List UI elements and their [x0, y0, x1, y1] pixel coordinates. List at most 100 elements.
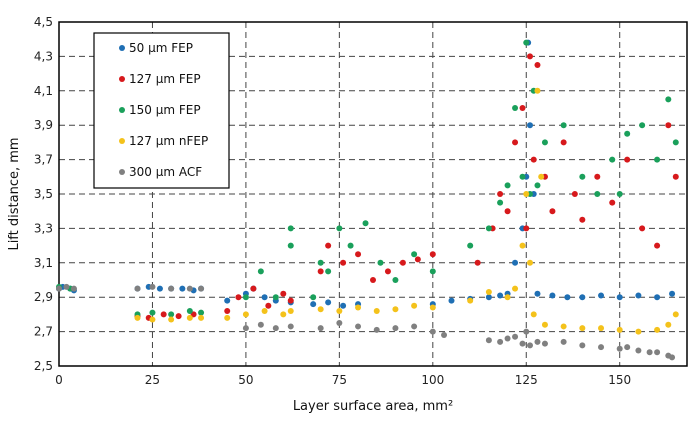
data-point [497, 292, 504, 299]
data-point [579, 173, 586, 180]
data-point [168, 285, 175, 292]
data-point [665, 122, 672, 129]
x-tick-label: 25 [145, 373, 160, 387]
data-point [639, 225, 646, 232]
data-point [336, 320, 343, 326]
data-point [654, 156, 661, 163]
data-point [198, 285, 205, 292]
data-point [224, 307, 231, 314]
data-point [347, 242, 354, 249]
data-point [250, 285, 257, 292]
data-point [149, 283, 156, 290]
data-point [336, 225, 343, 232]
data-point [257, 321, 264, 328]
data-point [609, 199, 616, 206]
data-point [527, 342, 533, 349]
data-point [265, 302, 272, 309]
x-axis-label: Layer surface area, mm² [293, 399, 453, 414]
data-point [534, 290, 541, 297]
data-point [340, 302, 347, 309]
data-point [624, 156, 631, 163]
data-point [392, 277, 399, 283]
data-point [377, 259, 384, 266]
data-point [497, 199, 504, 206]
data-point [235, 294, 242, 301]
y-tick-label: 2,5 [34, 359, 53, 373]
data-point [149, 316, 156, 323]
legend-label: 300 µm ACF [129, 165, 202, 179]
data-point [549, 208, 556, 215]
data-point [504, 294, 511, 301]
data-point [519, 242, 526, 249]
data-point [186, 307, 193, 314]
legend-label: 50 µm FEP [129, 41, 193, 55]
y-tick-label: 4,1 [34, 84, 53, 98]
data-point [512, 105, 519, 111]
data-point [560, 338, 567, 345]
data-point [512, 285, 519, 292]
data-point [287, 323, 294, 330]
data-point [534, 62, 541, 68]
data-point [429, 304, 436, 311]
data-point [534, 87, 541, 94]
data-point [609, 156, 616, 163]
data-point [429, 328, 436, 335]
legend: 50 µm FEP 127 µm FEP 150 µm FEP 127 µm nFEP… [93, 32, 230, 189]
data-point [654, 294, 661, 301]
data-point [523, 39, 530, 46]
data-point [198, 309, 205, 316]
data-point [579, 294, 586, 301]
legend-marker [119, 138, 125, 144]
data-point [527, 53, 533, 60]
data-point [355, 323, 362, 330]
data-point [530, 311, 537, 318]
data-point [523, 191, 530, 197]
data-point [519, 340, 526, 347]
data-point [669, 290, 676, 297]
data-point [485, 337, 492, 344]
data-point [317, 306, 324, 313]
data-point [635, 292, 642, 299]
legend-marker [119, 45, 125, 51]
data-point [429, 251, 436, 258]
data-point [186, 314, 193, 321]
data-point [504, 182, 511, 189]
data-point [571, 191, 578, 197]
data-point [257, 268, 264, 275]
data-point [399, 259, 406, 266]
data-point [280, 311, 287, 318]
data-point [646, 349, 653, 356]
data-point [672, 173, 679, 180]
data-point [392, 306, 399, 313]
data-point [325, 268, 332, 275]
data-point [317, 268, 324, 275]
data-point [340, 259, 347, 266]
data-point [287, 307, 294, 314]
data-point [519, 105, 526, 111]
data-point [523, 225, 530, 232]
data-point [467, 297, 474, 304]
data-point [355, 251, 362, 258]
data-point [63, 283, 70, 290]
data-point [672, 311, 679, 318]
data-point [530, 156, 537, 163]
data-point [560, 323, 567, 330]
y-tick-label: 4,3 [34, 49, 53, 63]
data-point [317, 325, 324, 332]
data-point [317, 259, 324, 266]
data-point [242, 294, 249, 301]
legend-box [93, 32, 230, 189]
x-tick-label: 125 [515, 373, 538, 387]
data-point [134, 314, 141, 321]
data-point [355, 304, 362, 311]
data-point [242, 311, 249, 318]
data-point [654, 326, 661, 333]
y-tick-label: 2,9 [34, 290, 53, 304]
data-point [224, 314, 231, 321]
data-point [414, 256, 421, 263]
x-tick-label: 100 [421, 373, 444, 387]
data-point [665, 321, 672, 328]
data-point [384, 268, 391, 275]
y-axis-label: Lift distance, mm [7, 137, 22, 250]
legend-marker [119, 169, 125, 175]
